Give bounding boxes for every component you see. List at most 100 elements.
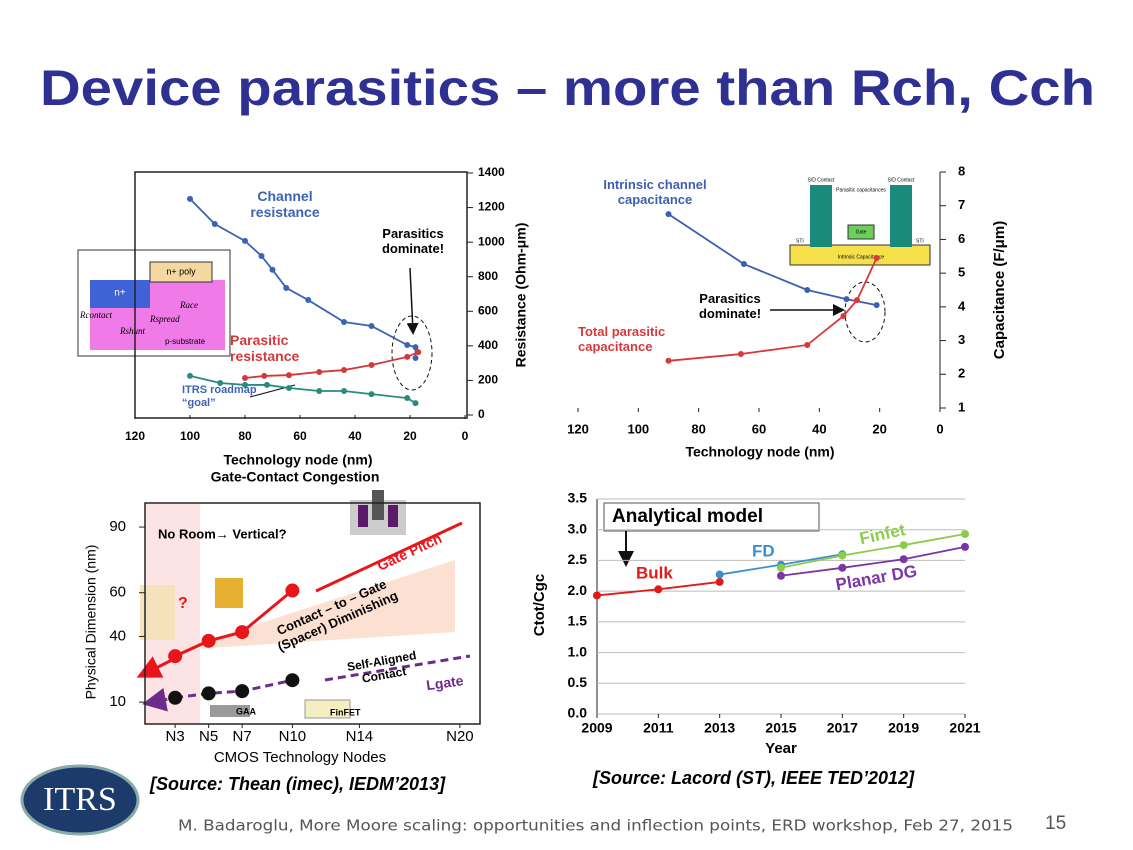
y-tick-label: 3	[958, 332, 965, 347]
y-tick-label: 2.5	[568, 551, 588, 567]
data-point	[899, 541, 908, 550]
x-axis-title: Technology node (nm)	[685, 444, 834, 460]
inset-diagram: S/D Contact S/D Contact Parasitic capaci…	[789, 177, 931, 266]
y-tick-label: 10	[109, 693, 126, 710]
x-tick-label: 2017	[827, 720, 858, 736]
data-point	[777, 571, 785, 580]
data-point	[665, 211, 672, 218]
series-label: Lgate	[425, 672, 464, 693]
series-label: ITRS roadmap “goal”	[182, 384, 257, 409]
x-tick-label: 0	[462, 429, 469, 443]
source: [Source: Thean (imec), IEDM’2013]	[149, 774, 446, 794]
series-line	[244, 351, 419, 379]
x-tick-label: 20	[403, 429, 417, 443]
series-line	[174, 678, 293, 700]
logo-globe	[20, 764, 140, 836]
data-point	[285, 583, 300, 598]
y-tick-label: 5	[958, 265, 965, 280]
data-point	[840, 312, 847, 319]
x-tick-label: 2013	[704, 720, 735, 736]
data-point	[242, 375, 248, 382]
annotation: Analytical model	[612, 506, 763, 527]
data-point	[368, 322, 375, 329]
logo-text: ITRS	[43, 781, 117, 818]
chart3-decor	[136, 490, 471, 723]
y-tick-label: 1000	[478, 234, 505, 248]
data-point	[404, 341, 411, 348]
y-tick-label: 1	[958, 399, 965, 414]
x-tick-label: N10	[279, 728, 307, 745]
data-point	[961, 530, 969, 539]
inset-label: Rshunt	[119, 326, 146, 336]
x-tick-label: 100	[627, 421, 649, 436]
x-tick-label: N3	[166, 728, 185, 745]
data-point	[235, 684, 250, 699]
y-tick-label: 60	[109, 584, 126, 601]
data-point	[258, 252, 265, 259]
data-point	[804, 287, 811, 293]
data-point	[168, 649, 183, 664]
data-point	[283, 284, 290, 291]
data-point	[843, 296, 850, 303]
data-point	[341, 387, 347, 394]
y-tick-label: 7	[958, 197, 965, 212]
inset-label: Race	[179, 300, 198, 310]
data-point	[235, 625, 250, 640]
data-point	[404, 395, 411, 402]
data-point	[654, 585, 663, 594]
series-line	[668, 257, 878, 362]
x-tick-label: N5	[199, 728, 218, 745]
data-point	[740, 261, 747, 268]
y-tick-label: 6	[958, 231, 965, 246]
data-point	[242, 381, 248, 388]
data-point	[368, 391, 375, 398]
x-tick-label: 2009	[581, 720, 612, 736]
x-tick-label: 60	[752, 421, 766, 436]
y-axis-title: Capacitance (F/μm)	[991, 221, 1008, 359]
data-point	[873, 254, 880, 261]
y-tick-label: 400	[478, 338, 498, 352]
data-point	[201, 686, 216, 701]
data-point	[211, 220, 218, 227]
data-point	[187, 372, 193, 379]
data-point	[899, 555, 908, 564]
data-point	[838, 551, 847, 560]
data-point	[415, 349, 422, 356]
y-tick-label: 0.5	[568, 674, 588, 690]
slide-title: Device parasitics – more than Rch, Cch	[40, 60, 1095, 116]
series-label: Bulk	[636, 563, 673, 582]
data-point	[715, 577, 724, 586]
series-label: Channel resistance	[250, 188, 320, 221]
data-point	[261, 372, 268, 379]
data-point	[316, 387, 323, 394]
inset-label: Rcontact	[79, 310, 112, 320]
y-tick-label: 3.5	[568, 490, 588, 506]
series-line	[780, 546, 966, 577]
inset-label: Rspread	[149, 314, 180, 324]
data-point	[269, 266, 276, 273]
plot-frame	[144, 502, 481, 725]
y-tick-label: 800	[478, 269, 498, 283]
footer: M. Badaroglu, More Moore scaling: opport…	[178, 817, 1013, 835]
data-point	[961, 542, 969, 551]
data-point	[316, 368, 323, 375]
data-point	[412, 354, 419, 361]
data-point	[217, 380, 224, 387]
series-label: Total parasitic capacitance	[578, 324, 666, 354]
x-tick-label: 2021	[949, 720, 980, 736]
y-tick-label: 0	[478, 407, 485, 421]
data-point	[412, 400, 419, 407]
y-axis-title: Ctot/Cgc	[531, 574, 548, 637]
data-point	[715, 570, 724, 579]
y-tick-label: 1400	[478, 165, 505, 179]
x-axis-title: CMOS Technology Nodes	[214, 749, 386, 766]
y-tick-label: 2.0	[568, 582, 588, 598]
data-point	[368, 362, 375, 369]
x-tick-label: 2011	[643, 720, 674, 736]
series-label: Intrinsic channel capacitance	[603, 177, 707, 207]
inset-label: S/D Contact	[808, 177, 836, 183]
x-tick-label: 2019	[888, 720, 919, 736]
y-tick-label: 600	[478, 303, 498, 317]
